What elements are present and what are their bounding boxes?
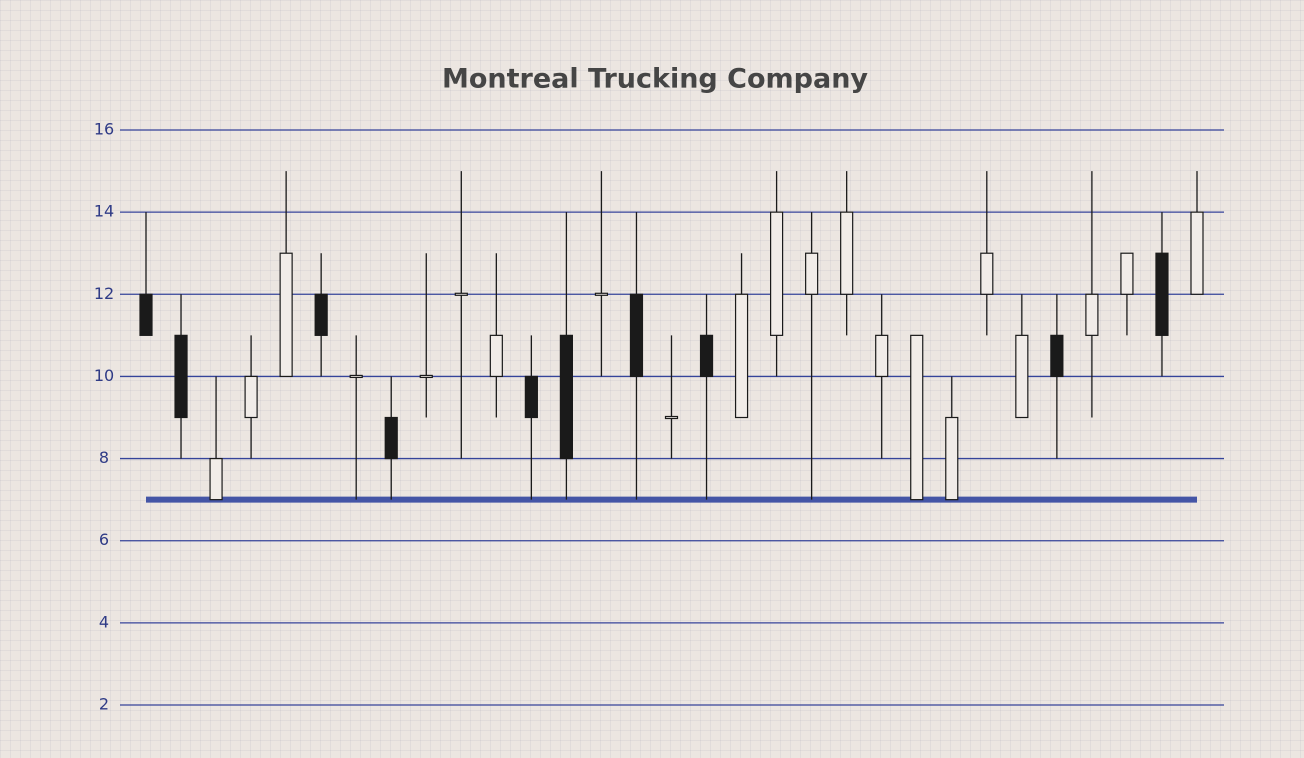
candle-body	[1155, 252, 1169, 336]
y-tick-label: 10	[94, 366, 114, 385]
y-tick-label: 4	[99, 612, 109, 631]
candle-body	[489, 334, 503, 378]
candle-body	[594, 292, 609, 296]
candle-body	[805, 252, 819, 295]
candle-body	[1050, 334, 1064, 378]
candle-body	[139, 293, 153, 336]
candle-body	[314, 293, 328, 336]
candle-body	[1190, 211, 1204, 295]
candle-body	[840, 211, 854, 295]
candle-body	[699, 334, 714, 378]
candle-body	[279, 252, 293, 378]
y-tick-label: 2	[99, 695, 109, 714]
y-tick-label: 8	[99, 448, 109, 467]
y-tick-label: 12	[94, 284, 114, 303]
candle-body	[980, 252, 994, 295]
candle-body	[559, 334, 574, 460]
candle-body	[419, 374, 433, 379]
candle-body	[349, 374, 363, 379]
candle-body	[734, 293, 749, 419]
y-tick-label: 6	[99, 530, 109, 549]
candle-body	[524, 375, 538, 419]
y-tick-label: 14	[94, 202, 114, 221]
candle-body	[1085, 293, 1099, 336]
candle-body	[1120, 252, 1134, 295]
candle-body	[664, 415, 679, 420]
candle-body	[910, 334, 924, 501]
candle-body	[769, 211, 784, 336]
candle-body	[875, 334, 889, 378]
y-tick-label: 16	[94, 120, 114, 139]
candle-body	[174, 334, 188, 419]
candle-body	[629, 293, 644, 378]
candle-body	[1015, 334, 1029, 419]
candle-body	[244, 375, 258, 419]
candle-body	[454, 292, 468, 296]
candle-body	[209, 457, 223, 501]
candle-body	[384, 416, 398, 460]
candle-body	[945, 416, 959, 501]
chart-title: Montreal Trucking Company	[442, 64, 868, 95]
